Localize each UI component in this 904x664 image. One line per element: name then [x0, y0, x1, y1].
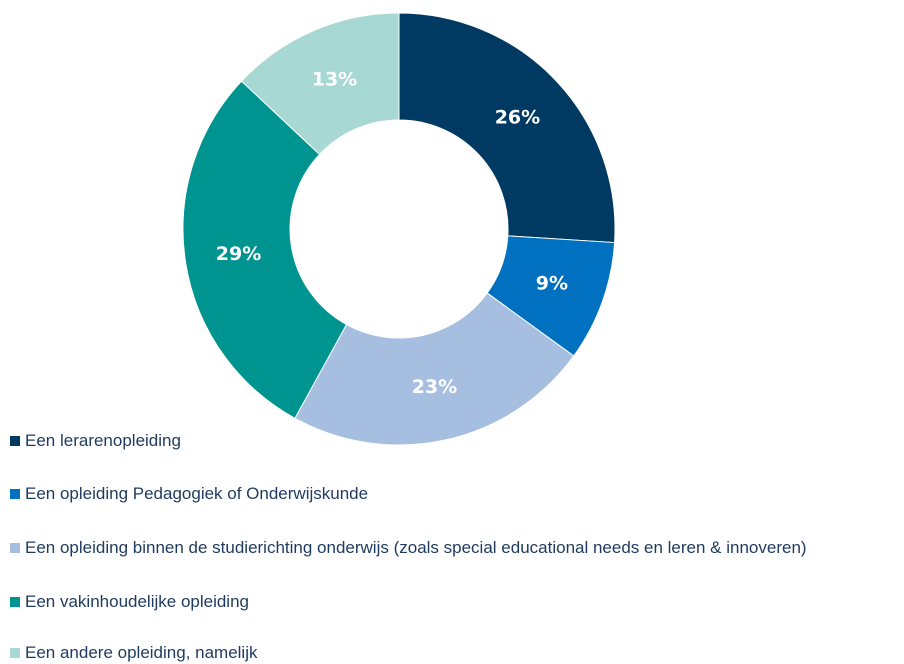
legend-label: Een vakinhoudelijke opleiding: [25, 592, 249, 611]
slice: [398, 12, 616, 244]
legend-item: Een opleiding binnen de studierichting o…: [10, 536, 900, 559]
slice: [182, 80, 348, 419]
legend-label: Een opleiding Pedagogiek of Onderwijskun…: [25, 484, 369, 503]
legend-label: Een andere opleiding, namelijk: [25, 643, 258, 662]
legend-swatch: [10, 489, 20, 499]
legend-item: Een opleiding Pedagogiek of Onderwijskun…: [10, 482, 900, 505]
legend-swatch: [10, 436, 20, 446]
data-label: 23%: [412, 376, 457, 398]
slice: [294, 292, 575, 446]
legend-label: Een opleiding binnen de studierichting o…: [25, 538, 807, 557]
legend-swatch: [10, 648, 20, 658]
data-label: 13%: [312, 68, 357, 90]
legend-item: Een andere opleiding, namelijk: [10, 641, 900, 664]
data-label: 9%: [536, 273, 568, 295]
legend-swatch: [10, 543, 20, 553]
legend-label: Een lerarenopleiding: [25, 431, 181, 450]
slice: [240, 12, 400, 156]
data-label: 29%: [216, 243, 261, 265]
legend-swatch: [10, 597, 20, 607]
data-label: 26%: [495, 106, 540, 128]
legend-item: Een vakinhoudelijke opleiding: [10, 590, 900, 613]
legend-item: Een lerarenopleiding: [10, 429, 900, 452]
